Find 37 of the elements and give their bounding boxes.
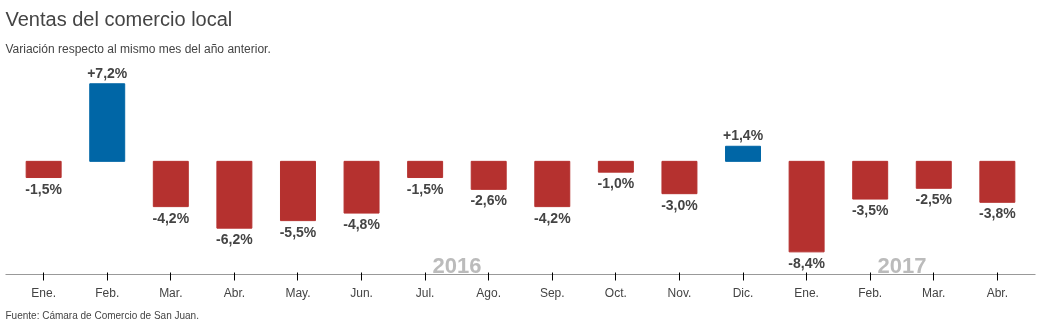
- data-label: -4,8%: [343, 216, 381, 233]
- data-label: -1,5%: [406, 180, 444, 197]
- data-label: -1,5%: [25, 180, 63, 197]
- source-note: Fuente: Cámara de Comercio de San Juan.: [5, 309, 199, 321]
- x-tick-label: Feb.: [95, 285, 120, 300]
- data-label: +7,2%: [87, 64, 128, 81]
- chart-subtitle: Variación respecto al mismo mes del año anterior.: [5, 41, 271, 56]
- x-tick-label: Sep.: [539, 285, 565, 300]
- data-label: -3,5%: [851, 202, 890, 219]
- text: 2017: [877, 252, 927, 278]
- x-tick-label: Dic.: [732, 285, 754, 300]
- data-label: -3,8%: [979, 205, 1017, 222]
- x-tick-label: Feb.: [858, 285, 883, 300]
- x-tick-label: Jul.: [415, 285, 435, 300]
- data-label: -3,0%: [661, 196, 699, 213]
- data-label: -2,5%: [915, 191, 953, 208]
- x-tick-label: May.: [285, 285, 311, 300]
- x-tick-label: Abr.: [223, 285, 246, 300]
- data-label: -8,4%: [788, 254, 826, 271]
- x-tick-label: Ene.: [31, 285, 56, 300]
- x-tick-label: Ago.: [476, 285, 502, 300]
- x-tick-label: Oct.: [604, 285, 627, 300]
- data-label: -1,0%: [597, 175, 635, 192]
- data-label: -5,5%: [279, 223, 317, 240]
- x-tick-label: Mar.: [159, 285, 183, 300]
- data-label: -4,2%: [534, 209, 572, 226]
- x-tick-label: Jun.: [350, 285, 373, 300]
- chart-title: Ventas del comercio local: [5, 7, 233, 30]
- text: 2016: [432, 252, 482, 278]
- data-label: +1,4%: [722, 127, 764, 144]
- data-label: -4,2%: [152, 209, 190, 226]
- data-label: -6,2%: [216, 231, 254, 248]
- x-tick-label: Nov.: [667, 285, 692, 300]
- x-tick-label: Ene.: [794, 285, 819, 300]
- x-tick-label: Mar.: [922, 285, 946, 300]
- x-tick-label: Abr.: [986, 285, 1009, 300]
- data-label: -2,6%: [470, 192, 508, 209]
